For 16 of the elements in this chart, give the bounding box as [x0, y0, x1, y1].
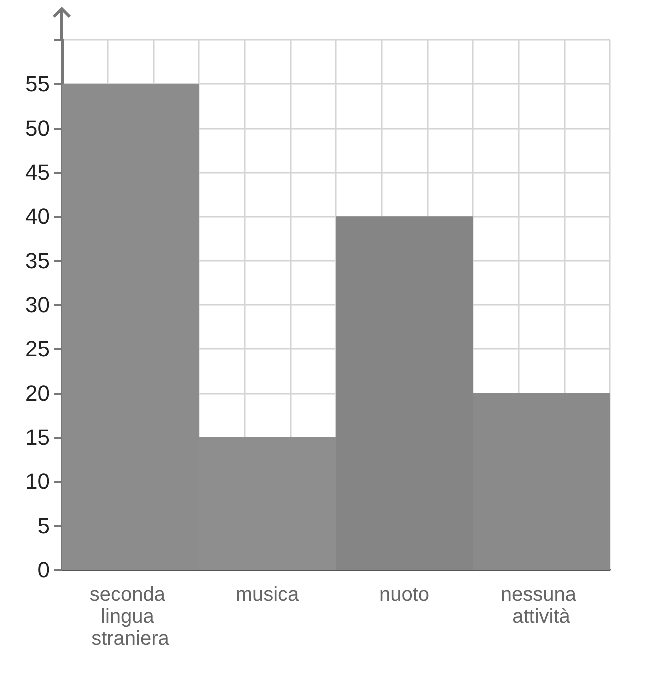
y-tick-label: 35 [26, 248, 50, 274]
x-tick-label: musica [236, 584, 300, 606]
y-tick-label: 20 [26, 380, 50, 406]
x-tick-label: nuoto [379, 584, 430, 606]
y-tick-label: 45 [26, 160, 50, 185]
y-tick-label: 10 [26, 469, 50, 494]
y-tick-label: 5 [38, 513, 50, 538]
y-tick-label: 15 [26, 425, 50, 450]
y-tick-label: 25 [26, 336, 50, 362]
y-tick-label: 30 [26, 292, 50, 318]
x-tick-label: nessuna attività [500, 584, 582, 628]
y-tick-label: 40 [26, 204, 50, 230]
y-tick-label: 50 [26, 116, 50, 141]
y-tick-label: 55 [26, 72, 50, 97]
x-tick-label: seconda lingua straniera [90, 584, 172, 650]
y-tick-label: 0 [38, 558, 50, 582]
